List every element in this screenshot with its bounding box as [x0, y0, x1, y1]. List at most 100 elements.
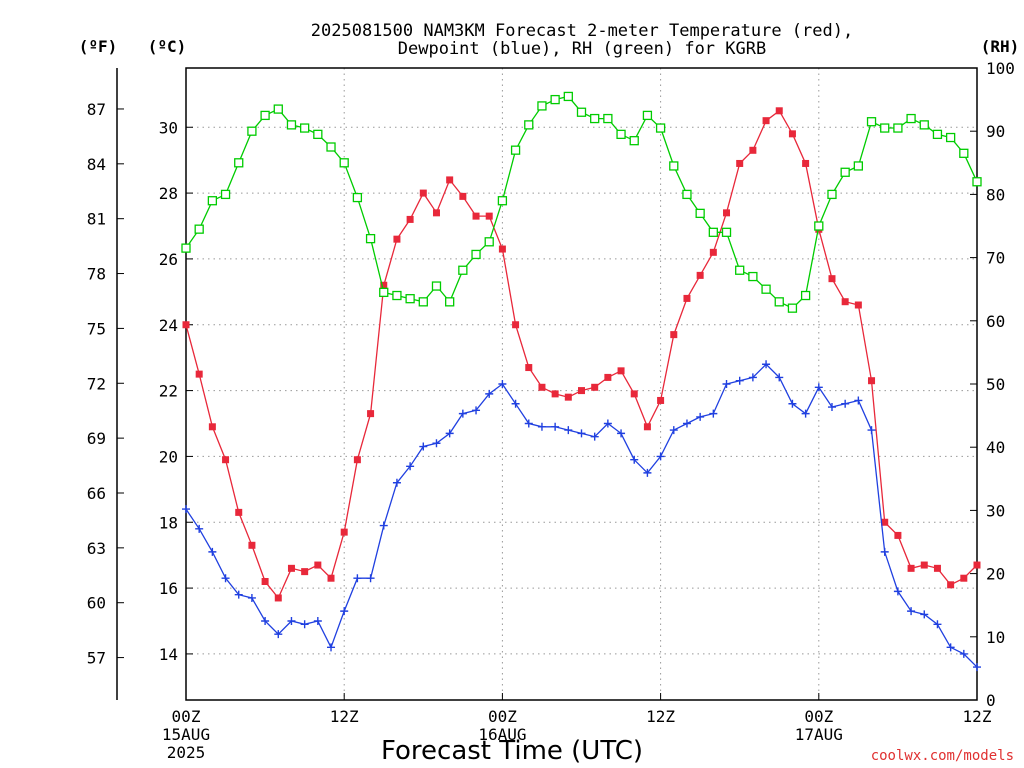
rh-point: [945, 132, 956, 143]
rh-point: [761, 284, 771, 294]
temperature-point: [512, 321, 520, 329]
celsius-tick-label: 26: [159, 250, 178, 269]
rh-point: [299, 123, 310, 133]
rh-point: [260, 110, 270, 121]
temperature-point: [353, 456, 361, 464]
celsius-axis: 14 16 18 20 22 24 26 28 30: [159, 118, 193, 664]
rh-point: [497, 196, 508, 206]
rh-point: [418, 297, 428, 307]
rh-tick-label: 0: [986, 691, 996, 710]
temperature-point: [459, 192, 467, 200]
temperature-point: [472, 212, 480, 220]
dewpoint-point: [748, 373, 757, 382]
rh-point: [365, 233, 376, 244]
rh-point: [919, 120, 929, 130]
rh-point: [708, 227, 718, 237]
time-tick-label: 00Z 15AUG 2025: [162, 707, 210, 762]
rh-point: [906, 113, 916, 124]
dewpoint-point: [498, 380, 507, 388]
fahrenheit-tick-label: 75: [87, 319, 106, 338]
temperature-point: [749, 146, 757, 154]
temperature-point: [538, 383, 546, 391]
rh-point: [932, 129, 943, 140]
dewpoint-point: [722, 380, 731, 388]
rh-point: [787, 303, 798, 313]
dewpoint-point: [867, 426, 876, 435]
dewpoint-point: [564, 426, 573, 435]
fahrenheit-tick-label: 66: [87, 484, 106, 503]
temperature-point: [235, 508, 243, 516]
rh-tick-label: 90: [986, 122, 1005, 141]
rh-tick-label: 70: [986, 249, 1005, 268]
temperature-point: [380, 281, 388, 289]
celsius-tick-label: 28: [159, 184, 178, 203]
dewpoint-point: [551, 422, 560, 431]
dewpoint-point: [973, 663, 981, 672]
temperature-point: [551, 390, 559, 398]
temperature-point: [723, 209, 731, 217]
dewpoint-point: [274, 630, 283, 639]
dewpoint-point: [762, 360, 771, 369]
dewpoint-point: [392, 478, 401, 487]
celsius-unit-label: (ºC): [148, 37, 187, 56]
temperature-point: [828, 275, 836, 283]
rh-point: [352, 192, 363, 203]
dewpoint-point: [801, 409, 810, 418]
rh-series: [181, 91, 982, 313]
dewpoint-point: [827, 403, 836, 412]
dewpoint-point: [511, 399, 520, 408]
dewpoint-point: [959, 649, 968, 658]
dewpoint-point: [234, 590, 243, 599]
gridlines: [186, 68, 977, 700]
chart-title-line-2: Dewpoint (blue), RH (green) for KGRB: [398, 39, 766, 59]
temperature-point: [960, 574, 968, 582]
rh-tick-label: 10: [986, 628, 1005, 647]
rh-point: [431, 281, 442, 291]
rh-point: [326, 142, 336, 152]
dewpoint-point: [208, 547, 217, 556]
temperature-point: [788, 130, 796, 138]
dewpoint-point: [406, 462, 415, 471]
dewpoint-point: [472, 406, 481, 415]
fahrenheit-unit-label: (ºF): [79, 37, 118, 56]
time-tick-label: 00Z 17AUG: [795, 707, 843, 744]
time-axis: 00Z 15AUG 2025 12Z 00Z 16AUG 12Z 00Z 17AUG 12Z: [162, 693, 992, 762]
time-tick-label: 12Z: [963, 707, 992, 726]
dewpoint-point: [920, 610, 929, 619]
rh-point: [405, 294, 415, 304]
fahrenheit-tick-label: 87: [87, 100, 106, 119]
rh-point: [194, 224, 204, 234]
rh-tick-label: 100: [986, 59, 1015, 78]
dewpoint-series: [182, 360, 981, 672]
celsius-tick-label: 14: [159, 645, 178, 664]
temperature-point: [287, 564, 295, 572]
fahrenheit-tick-label: 63: [87, 539, 106, 558]
dewpoint-point: [327, 643, 336, 652]
rh-point: [721, 227, 732, 237]
rh-point: [642, 110, 653, 121]
temperature-point: [604, 373, 612, 381]
rh-point: [616, 129, 626, 140]
time-tick-label: 12Z: [646, 707, 675, 726]
celsius-tick-label: 18: [159, 513, 178, 532]
dewpoint-point: [247, 593, 256, 602]
temperature-point: [419, 189, 427, 197]
dewpoint-point: [353, 574, 362, 583]
dewpoint-point: [313, 617, 322, 625]
rh-point: [603, 113, 613, 124]
rh-point: [800, 290, 811, 301]
temperature-point: [920, 561, 928, 569]
temperature-point: [248, 541, 256, 549]
temperature-point: [802, 159, 810, 167]
dewpoint-point: [854, 396, 863, 405]
temperature-point: [881, 518, 889, 526]
rh-point: [550, 94, 560, 105]
temperature-series: [182, 107, 981, 602]
rh-point: [207, 196, 218, 206]
temperature-point: [393, 235, 401, 243]
temperature-point: [736, 159, 744, 167]
temperature-point: [630, 390, 638, 398]
dewpoint-point: [195, 524, 204, 533]
temperature-point: [657, 396, 665, 404]
temperature-point: [683, 294, 691, 302]
